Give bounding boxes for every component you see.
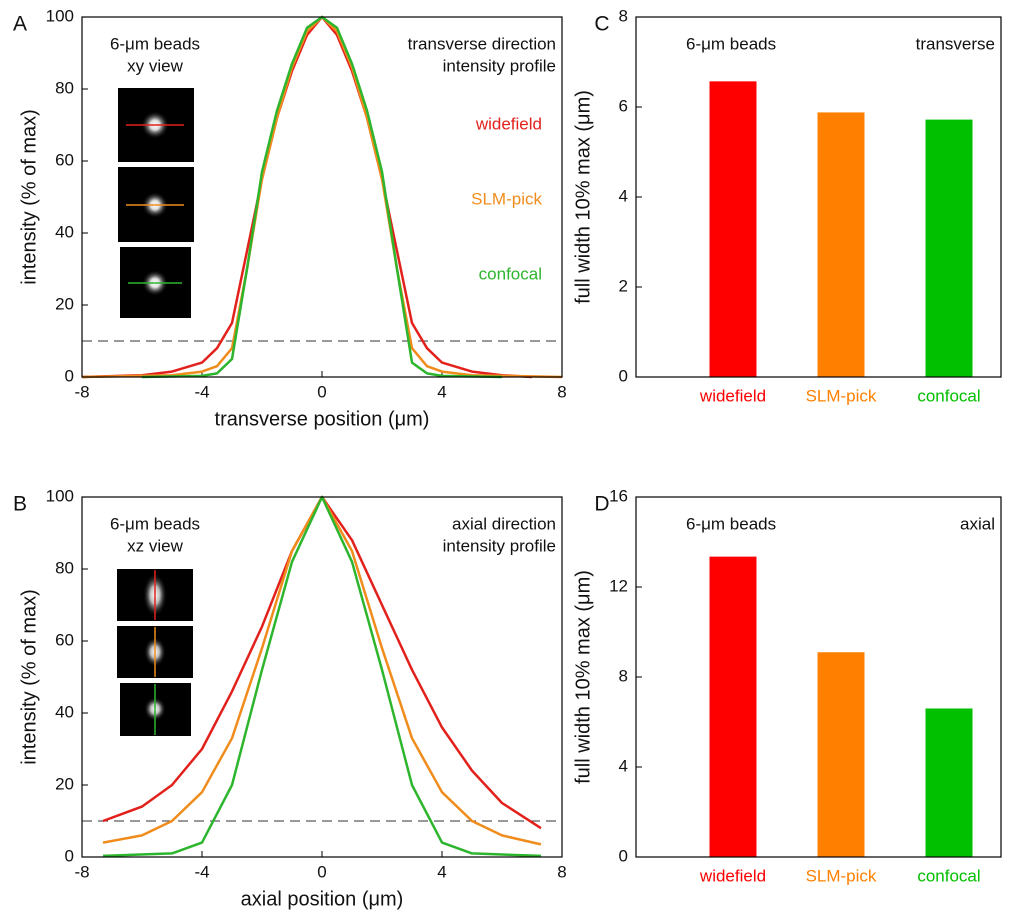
x-tick-label: 4 — [437, 862, 446, 881]
y-axis-label: full width 10% max (μm) — [572, 90, 594, 304]
profile-label: intensity profile — [443, 56, 556, 75]
x-tick-label: -8 — [74, 862, 89, 881]
y-tick-label: 60 — [55, 630, 74, 649]
bar — [817, 652, 865, 857]
profile-label: intensity profile — [443, 536, 556, 555]
annotation: axial — [960, 514, 995, 533]
insets-a — [118, 88, 194, 318]
annotation: 6-μm beads — [686, 34, 776, 53]
y-tick-label: 6 — [619, 96, 628, 115]
panel-label: A — [13, 13, 27, 36]
x-axis-label: axial position (μm) — [241, 888, 404, 910]
y-axis-label: intensity (% of max) — [18, 589, 40, 765]
panel-label: C — [594, 13, 609, 36]
y-axis-label: intensity (% of max) — [18, 109, 40, 285]
x-tick-label: confocal — [917, 386, 980, 405]
x-tick-label: widefield — [699, 866, 766, 885]
y-tick-label: 16 — [609, 486, 628, 505]
plot-frame — [635, 496, 1002, 858]
y-tick-label: 2 — [619, 276, 628, 295]
y-tick-label: 0 — [65, 846, 74, 865]
x-axis-label: transverse position (μm) — [215, 408, 430, 430]
plot-frame — [81, 16, 563, 378]
x-tick-label: 0 — [317, 382, 326, 401]
y-tick-label: 20 — [55, 294, 74, 313]
plot-frame — [635, 16, 1002, 378]
annotation: 6-μm beads — [686, 514, 776, 533]
x-tick-label: 0 — [317, 862, 326, 881]
inset-label: 6-μm beads — [110, 34, 200, 53]
legend-label: confocal — [479, 264, 542, 283]
y-tick-label: 8 — [619, 6, 628, 25]
y-tick-label: 40 — [55, 702, 74, 721]
y-tick-label: 100 — [46, 486, 74, 505]
y-tick-label: 4 — [619, 186, 628, 205]
bar — [925, 708, 973, 857]
y-tick-label: 0 — [65, 366, 74, 385]
y-tick-label: 60 — [55, 150, 74, 169]
inset-label: xy view — [127, 56, 183, 75]
bar — [709, 556, 757, 857]
y-tick-label: 0 — [619, 846, 628, 865]
y-tick-label: 0 — [619, 366, 628, 385]
x-tick-label: 4 — [437, 382, 446, 401]
plot-frame — [81, 496, 563, 858]
x-tick-label: 8 — [557, 382, 566, 401]
y-tick-label: 100 — [46, 6, 74, 25]
x-tick-label: SLM-pick — [806, 386, 877, 405]
y-tick-label: 40 — [55, 222, 74, 241]
y-tick-label: 20 — [55, 774, 74, 793]
bar — [817, 112, 865, 378]
panel-label: D — [594, 493, 609, 516]
x-tick-label: confocal — [917, 866, 980, 885]
x-tick-label: -8 — [74, 382, 89, 401]
x-tick-label: SLM-pick — [806, 866, 877, 885]
y-axis-label: full width 10% max (μm) — [572, 570, 594, 784]
insets-b — [117, 569, 193, 736]
inset-label: 6-μm beads — [110, 514, 200, 533]
y-tick-label: 4 — [619, 756, 628, 775]
bar — [925, 119, 973, 377]
panel-label: B — [13, 493, 27, 516]
y-tick-label: 80 — [55, 558, 74, 577]
x-tick-label: widefield — [699, 386, 766, 405]
y-tick-label: 12 — [609, 576, 628, 595]
profile-label: transverse direction — [408, 34, 556, 53]
x-tick-label: 8 — [557, 862, 566, 881]
x-tick-label: -4 — [194, 862, 209, 881]
bar — [709, 81, 757, 377]
legend-label: SLM-pick — [471, 189, 542, 208]
legend-label: widefield — [475, 114, 542, 133]
annotation: transverse — [916, 34, 995, 53]
y-tick-label: 8 — [619, 666, 628, 685]
x-tick-label: -4 — [194, 382, 209, 401]
profile-label: axial direction — [452, 514, 556, 533]
y-tick-label: 80 — [55, 78, 74, 97]
inset-label: xz view — [127, 536, 183, 555]
